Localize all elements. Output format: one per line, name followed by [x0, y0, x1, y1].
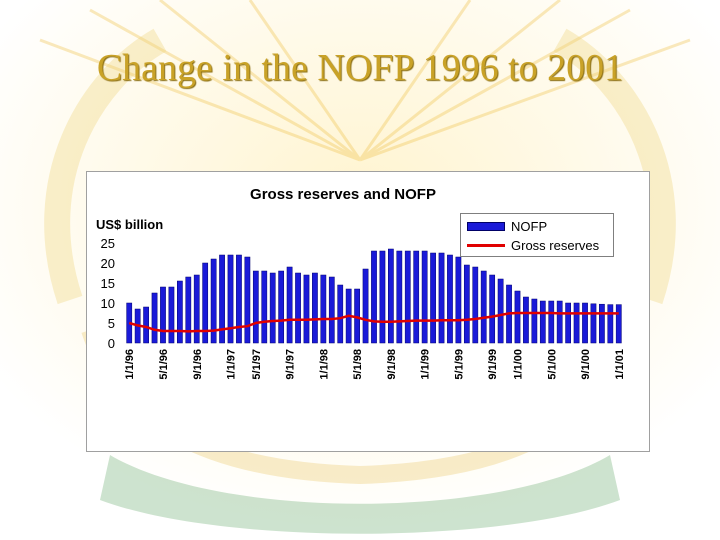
nofp-bar: [328, 276, 335, 344]
nofp-bar: [396, 250, 403, 344]
legend-swatch-gross-reserves: [467, 243, 505, 247]
nofp-bar: [219, 254, 225, 344]
nofp-bar: [227, 254, 234, 344]
chart-area: Gross reserves and NOFP US$ billion 0 5 10…: [86, 171, 650, 452]
legend-swatch-nofp: [467, 221, 505, 231]
nofp-bar: [607, 304, 614, 344]
nofp-bar: [590, 303, 597, 344]
nofp-bar: [337, 284, 344, 344]
nofp-bar: [565, 302, 571, 344]
nofp-bar: [185, 276, 192, 344]
y-tick-label: 0: [108, 336, 115, 351]
y-axis-label: US$ billion: [96, 217, 163, 232]
nofp-bar: [303, 274, 310, 344]
nofp-bar: [430, 252, 436, 344]
nofp-bar: [615, 304, 622, 344]
x-tick-label: 5/1/00: [546, 349, 558, 380]
legend-label-gross-reserves: Gross reserves: [511, 237, 600, 253]
nofp-bar: [286, 266, 293, 344]
y-tick-label: 20: [101, 256, 115, 271]
chart-legend: NOFP Gross reserves: [460, 213, 614, 257]
nofp-bar: [160, 286, 166, 344]
nofp-bar: [548, 300, 555, 344]
nofp-bar: [312, 272, 318, 344]
y-tick-label: 15: [101, 276, 115, 291]
x-tick-label: 1/1/98: [318, 349, 330, 380]
nofp-bar: [193, 274, 200, 344]
nofp-reserves-chart: Gross reserves and NOFP US$ billion 0 5 10…: [96, 186, 626, 380]
y-tick-label: 25: [101, 236, 115, 251]
x-tick-label: 1/1/00: [512, 349, 524, 380]
x-tick-label: 9/1/00: [580, 349, 592, 380]
nofp-bar: [582, 302, 588, 344]
nofp-bar: [573, 302, 580, 344]
nofp-bar: [599, 303, 605, 344]
nofp-bar: [539, 300, 546, 344]
x-tick-label: 9/1/96: [192, 349, 204, 380]
nofp-bar: [438, 252, 445, 344]
nofp-bar: [244, 256, 251, 344]
nofp-bar: [261, 270, 268, 344]
x-tick-label: 5/1/97: [251, 349, 263, 380]
legend-item-nofp: NOFP: [467, 218, 547, 234]
nofp-bar: [497, 278, 504, 344]
legend-item-gross-reserves: Gross reserves: [467, 237, 599, 253]
nofp-bar: [447, 254, 453, 344]
nofp-bar: [413, 250, 420, 344]
x-tick-label: 5/1/99: [453, 349, 465, 380]
nofp-bar: [252, 270, 259, 344]
x-tick-label: 1/1/01: [614, 349, 626, 380]
nofp-bar: [463, 264, 470, 344]
x-tick-label: 1/1/99: [420, 349, 432, 380]
nofp-bar: [388, 248, 394, 344]
x-tick-label: 5/1/96: [158, 349, 170, 380]
x-tick-label: 1/1/97: [226, 349, 238, 380]
nofp-bar: [236, 254, 242, 344]
nofp-bar: [295, 272, 301, 344]
nofp-bar: [489, 274, 496, 344]
y-tick-label: 10: [101, 296, 115, 311]
x-tick-label: 9/1/97: [285, 349, 297, 380]
nofp-bar: [531, 298, 538, 344]
x-tick-label: 5/1/98: [352, 349, 364, 380]
nofp-bar: [480, 270, 487, 344]
nofp-bar: [320, 274, 327, 344]
y-tick-label: 5: [108, 316, 115, 331]
nofp-bar: [210, 258, 217, 344]
nofp-bar: [472, 266, 479, 344]
gross-reserves-line: [128, 311, 619, 333]
chart-title: Gross reserves and NOFP: [250, 186, 436, 203]
nofp-bar: [177, 280, 183, 344]
x-tick-label: 9/1/99: [487, 349, 499, 380]
nofp-bar: [379, 250, 386, 344]
nofp-bar: [371, 250, 377, 344]
nofp-bar: [404, 250, 411, 344]
nofp-bar: [556, 300, 563, 344]
nofp-bar: [362, 268, 369, 344]
nofp-bar: [143, 306, 149, 344]
x-tick-label: 1/1/96: [124, 349, 136, 380]
slide-title: Change in the NOFP 1996 to 2001: [96, 47, 624, 89]
nofp-bar: [421, 250, 428, 344]
nofp-bar: [278, 270, 285, 344]
nofp-bar: [455, 256, 462, 344]
x-tick-label: 9/1/98: [386, 349, 398, 380]
nofp-bar: [514, 290, 521, 344]
legend-label-nofp: NOFP: [511, 218, 548, 234]
nofp-bar: [202, 262, 209, 344]
nofp-bar: [523, 296, 529, 344]
nofp-bar: [168, 286, 175, 344]
nofp-bar: [151, 292, 158, 344]
nofp-bar: [269, 272, 276, 344]
